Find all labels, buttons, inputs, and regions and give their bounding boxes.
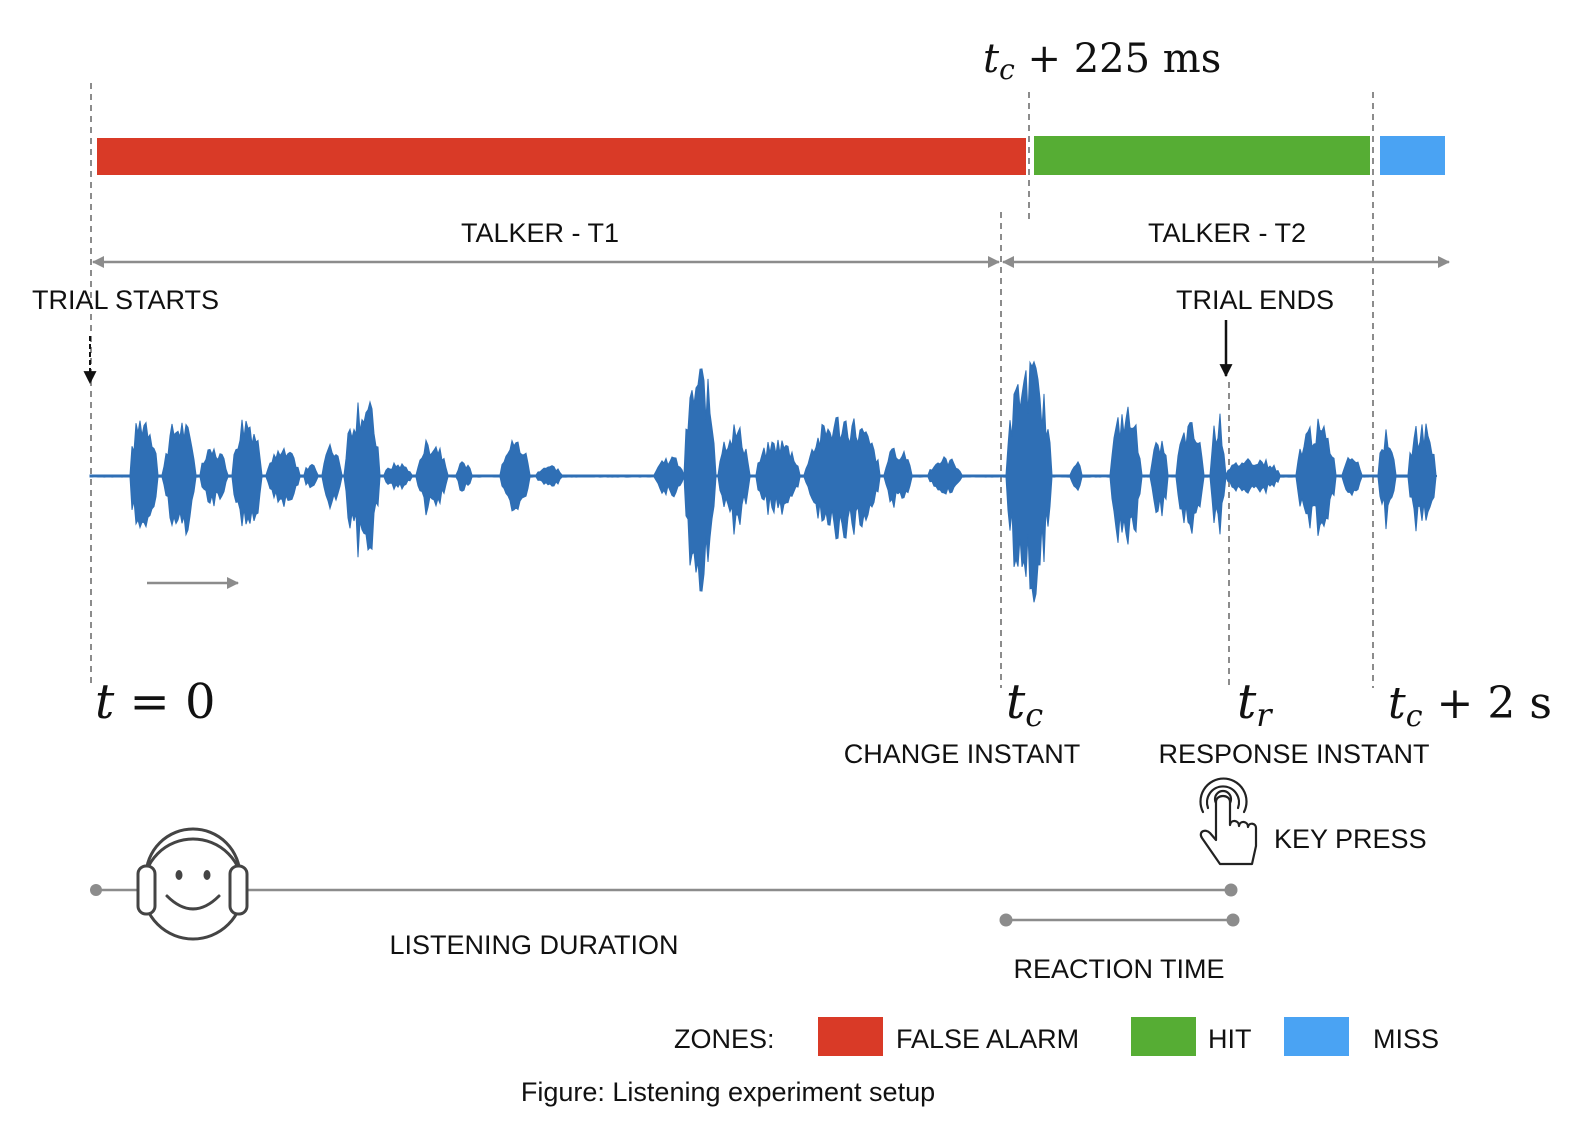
listening-start-dot — [90, 884, 102, 896]
talker-t1-label: TALKER - T1 — [461, 218, 619, 248]
listening-end-dot — [1224, 883, 1238, 897]
trial-ends-label: TRIAL ENDS — [1176, 285, 1334, 315]
reaction-end-dot — [1226, 913, 1240, 927]
legend-swatch-false-alarm — [818, 1017, 883, 1056]
legend-label-miss: MISS — [1373, 1024, 1439, 1054]
tr-label: tr — [1237, 674, 1273, 734]
trial-starts-label: TRIAL STARTS — [32, 285, 219, 315]
key-press-label: KEY PRESS — [1274, 824, 1427, 854]
change-instant-label: CHANGE INSTANT — [844, 739, 1081, 769]
legend-label-hit: HIT — [1208, 1024, 1252, 1054]
zones-legend: ZONES: FALSE ALARM HIT MISS — [674, 1017, 1439, 1056]
legend-swatch-hit — [1131, 1017, 1196, 1056]
miss-zone-bar — [1380, 136, 1445, 175]
reaction-start-dot — [999, 913, 1013, 927]
hit-zone-bar — [1034, 136, 1370, 175]
reaction-time-label: REACTION TIME — [1013, 954, 1224, 984]
t-equals-zero-label: t = 0 — [95, 674, 216, 730]
legend-swatch-miss — [1284, 1017, 1349, 1056]
figure-caption: Figure: Listening experiment setup — [521, 1077, 935, 1107]
listening-duration-label: LISTENING DURATION — [389, 930, 678, 960]
tc-label: tc — [1006, 674, 1043, 734]
false-alarm-zone-bar — [97, 138, 1026, 175]
speech-waveform — [89, 360, 1437, 603]
tc-plus-225ms-label: tc + 225 ms — [983, 36, 1221, 86]
response-instant-label: RESPONSE INSTANT — [1158, 739, 1429, 769]
tc-plus-2s-label: tc + 2 s — [1388, 678, 1552, 734]
legend-heading: ZONES: — [674, 1024, 775, 1054]
legend-label-false-alarm: FALSE ALARM — [896, 1024, 1079, 1054]
headphones-smiley-icon — [136, 827, 249, 941]
talker-t2-label: TALKER - T2 — [1148, 218, 1306, 248]
finger-tap-icon — [1199, 777, 1258, 866]
